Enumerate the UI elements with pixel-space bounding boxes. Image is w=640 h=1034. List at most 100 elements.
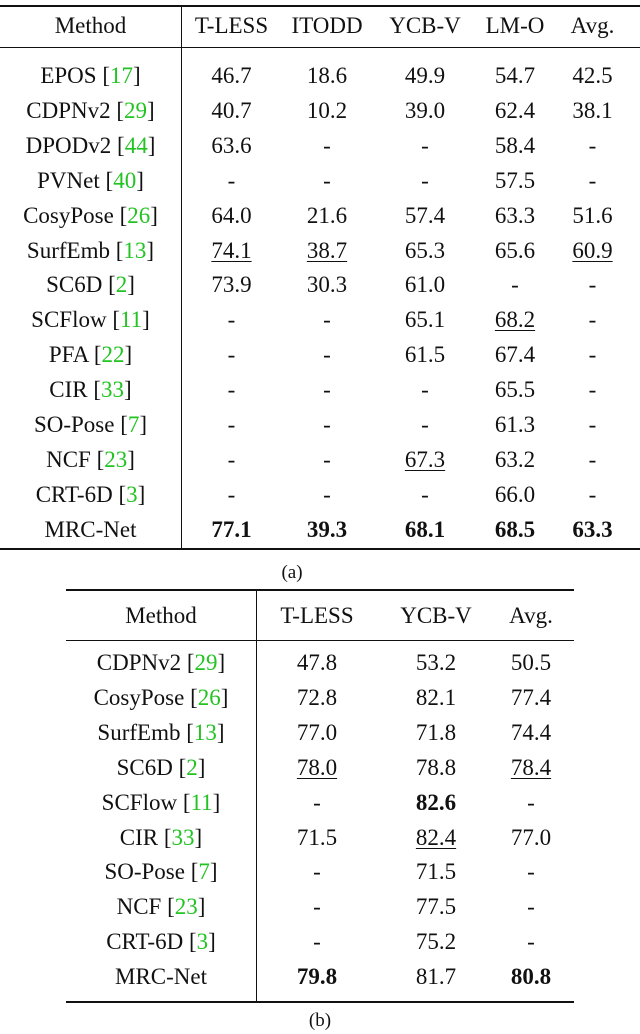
score-cell: 71.5: [376, 855, 496, 889]
method-cell: NCF [23]: [116, 894, 206, 920]
score-cell: 79.8: [262, 960, 372, 994]
method-name: MRC-Net: [44, 516, 137, 542]
citation-link[interactable]: 26: [197, 684, 221, 710]
score-cell: 63.3: [555, 513, 630, 547]
score-value: 65.5: [494, 377, 536, 403]
score-value: 63.6: [211, 132, 252, 158]
score-value: 50.5: [510, 650, 552, 675]
score-cell: -: [184, 338, 279, 372]
method-cell: CRT-6D [3]: [106, 929, 216, 955]
score-cell: -: [555, 408, 630, 442]
citation-link[interactable]: 44: [124, 132, 148, 158]
table-row: NCF [23] - 77.5 -: [66, 890, 574, 924]
score-value: 82.6: [415, 789, 457, 815]
score-value: 75.2: [415, 929, 457, 955]
score-cell: -: [375, 478, 475, 512]
score-cell: 77.0: [496, 821, 566, 855]
score-value: 82.4: [415, 824, 457, 850]
score-value: -: [227, 481, 236, 507]
score-value: -: [511, 272, 519, 298]
method-cell: SO-Pose [7]: [104, 859, 218, 885]
score-cell: 74.4: [496, 716, 566, 750]
score-cell: -: [555, 303, 630, 337]
score-cell: 78.8: [376, 751, 496, 785]
score-cell: 38.1: [555, 94, 630, 128]
table-row: CRT-6D [3] - 75.2 -: [66, 925, 574, 959]
citation-link[interactable]: 29: [124, 97, 148, 123]
score-value: 81.7: [415, 964, 457, 990]
method-cell: SCFlow [11]: [101, 789, 221, 815]
method-cell: SCFlow [11]: [31, 307, 150, 333]
score-cell: 82.1: [376, 681, 496, 715]
citation-link[interactable]: 7: [127, 412, 140, 437]
citation-link[interactable]: 2: [186, 754, 198, 780]
caption-b: (b): [308, 1010, 332, 1031]
score-cell: 77.1: [184, 513, 279, 547]
score-value: -: [323, 132, 331, 158]
header-rule: [66, 640, 574, 641]
score-value: -: [527, 929, 535, 955]
method-name: SCFlow: [101, 789, 178, 815]
score-value: 77.0: [510, 824, 552, 850]
method-name: CIR: [49, 377, 88, 403]
score-cell: 77.4: [496, 681, 566, 715]
score-cell: 65.1: [375, 303, 475, 337]
citation-link[interactable]: 13: [193, 719, 217, 745]
citation-link[interactable]: 13: [123, 237, 147, 263]
score-cell: -: [555, 129, 630, 163]
table-header-row: Method T-LESS ITODD YCB-V LM-O Avg.: [0, 9, 640, 43]
citation-link[interactable]: 40: [113, 167, 137, 193]
citation-link[interactable]: 11: [120, 307, 143, 333]
method-name: CDPNv2: [96, 650, 182, 675]
score-cell: 46.7: [184, 59, 279, 93]
citation-link[interactable]: 7: [198, 859, 210, 885]
column-header: ITODD: [291, 13, 363, 38]
caption-a: (a): [281, 562, 303, 583]
score-value: -: [323, 481, 331, 507]
score-cell: 66.0: [475, 478, 555, 512]
score-cell: 39.3: [279, 513, 375, 547]
score-value: -: [421, 167, 429, 193]
citation-link[interactable]: 3: [196, 929, 209, 955]
score-cell: 63.3: [475, 199, 555, 233]
score-value: -: [323, 446, 331, 472]
method-cell: CDPNv2 [29]: [96, 650, 226, 675]
citation-link[interactable]: 26: [127, 202, 151, 228]
citation-link[interactable]: 29: [194, 650, 218, 675]
score-value: 51.6: [572, 202, 613, 228]
score-cell: -: [184, 443, 279, 477]
table-row: SCFlow [11] - 82.6 -: [66, 786, 574, 820]
citation-link[interactable]: 23: [174, 894, 198, 920]
table-row: SCFlow [11] - - 65.1 68.2 -: [0, 303, 640, 337]
score-value: -: [227, 446, 236, 472]
score-value: 65.6: [494, 237, 536, 263]
score-value: -: [421, 412, 429, 437]
score-cell: -: [375, 129, 475, 163]
method-name: NCF: [116, 894, 162, 920]
method-cell: SurfEmb [13]: [26, 237, 155, 263]
table-row: CosyPose [26] 72.8 82.1 77.4: [66, 681, 574, 715]
citation-link[interactable]: 17: [110, 63, 133, 88]
citation-link[interactable]: 23: [104, 446, 128, 472]
score-value: 57.5: [494, 167, 536, 193]
method-cell: MRC-Net: [0, 513, 181, 547]
citation-link[interactable]: 33: [101, 377, 125, 403]
citation-link[interactable]: 11: [190, 789, 213, 815]
score-value: -: [227, 342, 236, 368]
citation-link[interactable]: 3: [126, 481, 138, 507]
score-cell: 73.9: [184, 268, 279, 302]
citation-link[interactable]: 22: [101, 342, 125, 368]
score-cell: 68.5: [475, 513, 555, 547]
method-name: CDPNv2: [26, 97, 111, 123]
score-cell: 78.0: [262, 751, 372, 785]
score-cell: 61.3: [475, 408, 555, 442]
score-cell: -: [279, 164, 375, 198]
score-value: 71.8: [415, 719, 457, 745]
score-cell: 57.5: [475, 164, 555, 198]
score-value: 64.0: [211, 202, 252, 228]
score-value: 67.3: [404, 446, 446, 472]
citation-link[interactable]: 2: [115, 272, 128, 298]
citation-link[interactable]: 33: [171, 824, 195, 850]
score-cell: 38.7: [279, 234, 375, 268]
bottom-rule: [0, 548, 640, 550]
